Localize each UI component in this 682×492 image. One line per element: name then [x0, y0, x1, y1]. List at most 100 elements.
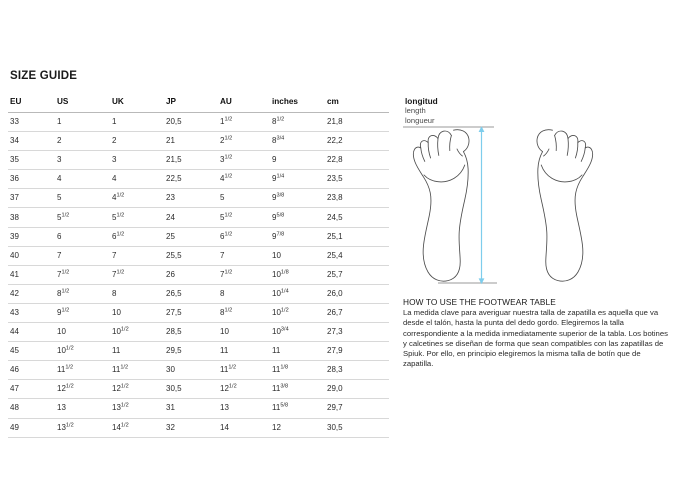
cell-cm: 27,3	[327, 322, 389, 343]
cell-us: 51/2	[57, 207, 112, 228]
cell-au: 121/2	[220, 379, 272, 400]
cell-inches: 101/4	[272, 284, 327, 304]
column-header-eu: EU	[8, 93, 57, 113]
cell-au: 31/2	[220, 150, 272, 171]
cell-inches: 12	[272, 418, 327, 438]
column-header-inches: inches	[272, 93, 327, 113]
cell-uk: 131/2	[112, 398, 166, 419]
fraction-superscript: 5/8	[280, 402, 289, 409]
cell-inches: 9	[272, 150, 327, 171]
cell-us: 10	[57, 322, 112, 343]
right-foot-outline	[536, 129, 594, 282]
table-row: 47 121/2 121/2 30,5 121/2 113/8 29,0	[8, 379, 389, 400]
table-row: 45 101/2 11 29,5 11 11 27,9	[8, 341, 389, 362]
cell-us: 131/2	[57, 418, 112, 438]
fraction-superscript: 1/2	[61, 211, 70, 218]
howto-body-text: La medida clave para averiguar nuestra t…	[403, 308, 668, 369]
cell-eu: 36	[8, 169, 57, 190]
cell-jp: 25,5	[166, 246, 220, 266]
table-row: 39 6 61/2 25 61/2 97/8 25,1	[8, 227, 389, 247]
fraction-superscript: 1/2	[120, 326, 129, 333]
fraction-superscript: 1/8	[280, 269, 289, 276]
fraction-superscript: 1/2	[116, 211, 125, 218]
fraction-superscript: 1/2	[280, 307, 289, 314]
cell-eu: 41	[8, 265, 57, 285]
page-title: SIZE GUIDE	[10, 70, 78, 82]
fraction-superscript: 1/2	[61, 307, 70, 314]
cell-us: 111/2	[57, 360, 112, 381]
table-row: 34 2 2 21 21/2 83/4 22,2	[8, 131, 389, 152]
cell-au: 13	[220, 398, 272, 419]
fraction-superscript: 1/2	[276, 116, 285, 123]
fraction-superscript: 1/2	[224, 154, 233, 161]
cell-us: 6	[57, 227, 112, 247]
table-row: 49 131/2 141/2 32 14 12 30,5	[8, 418, 389, 438]
cell-jp: 28,5	[166, 322, 220, 343]
cell-us: 1	[57, 112, 112, 133]
fraction-superscript: 3/4	[280, 326, 289, 333]
cell-eu: 47	[8, 379, 57, 400]
cell-au: 8	[220, 284, 272, 304]
table-row: 42 81/2 8 26,5 8 101/4 26,0	[8, 284, 389, 304]
cell-us: 91/2	[57, 303, 112, 324]
cell-inches: 97/8	[272, 227, 327, 247]
cell-cm: 26,7	[327, 303, 389, 324]
cell-jp: 26	[166, 265, 220, 285]
fraction-superscript: 1/4	[280, 288, 289, 295]
table-row: 38 51/2 51/2 24 51/2 95/8 24,5	[8, 207, 389, 228]
table-body: 33 1 1 20,5 11/2 81/2 21,8 34 2 2 21 21/2 83/4 22,2 35…	[8, 112, 389, 438]
cell-au: 41/2	[220, 169, 272, 190]
cell-uk: 11	[112, 341, 166, 362]
cell-jp: 21	[166, 131, 220, 152]
cell-au: 21/2	[220, 131, 272, 152]
cell-cm: 29,0	[327, 379, 389, 400]
fraction-superscript: 1/4	[276, 173, 285, 180]
table-row: 44 10 101/2 28,5 10 103/4 27,3	[8, 322, 389, 343]
cell-cm: 22,2	[327, 131, 389, 152]
cell-uk: 101/2	[112, 322, 166, 343]
cell-eu: 33	[8, 112, 57, 133]
cell-jp: 32	[166, 418, 220, 438]
cell-us: 101/2	[57, 341, 112, 362]
table-row: 41 71/2 71/2 26 71/2 101/8 25,7	[8, 265, 389, 285]
cell-uk: 8	[112, 284, 166, 304]
cell-jp: 27,5	[166, 303, 220, 324]
cell-us: 121/2	[57, 379, 112, 400]
cell-jp: 26,5	[166, 284, 220, 304]
fraction-superscript: 1/2	[224, 116, 233, 123]
cell-jp: 31	[166, 398, 220, 419]
cell-inches: 95/8	[272, 207, 327, 228]
cell-eu: 37	[8, 188, 57, 209]
cell-uk: 2	[112, 131, 166, 152]
cell-cm: 25,1	[327, 227, 389, 247]
cell-cm: 30,5	[327, 418, 389, 438]
fraction-superscript: 1/2	[120, 364, 129, 371]
fraction-superscript: 1/2	[65, 364, 74, 371]
cell-au: 11	[220, 341, 272, 362]
cell-inches: 101/2	[272, 303, 327, 324]
column-header-cm: cm	[327, 93, 389, 113]
table-header-row: EU US UK JP AU inches cm	[8, 93, 389, 113]
table-row: 43 91/2 10 27,5 81/2 101/2 26,7	[8, 303, 389, 324]
length-label-es: longitud	[405, 96, 438, 106]
fraction-superscript: 1/2	[120, 421, 129, 428]
fraction-superscript: 3/8	[276, 192, 285, 199]
column-header-us: US	[57, 93, 112, 113]
cell-eu: 45	[8, 341, 57, 362]
cell-jp: 22,5	[166, 169, 220, 190]
cell-uk: 61/2	[112, 227, 166, 247]
cell-au: 11/2	[220, 112, 272, 133]
cell-uk: 3	[112, 150, 166, 171]
cell-eu: 49	[8, 418, 57, 438]
length-measurement-arrow	[478, 126, 485, 285]
cell-cm: 26,0	[327, 284, 389, 304]
cell-inches: 83/4	[272, 131, 327, 152]
fraction-superscript: 1/2	[228, 364, 237, 371]
fraction-superscript: 1/2	[61, 288, 70, 295]
fraction-superscript: 3/8	[280, 383, 289, 390]
cell-eu: 38	[8, 207, 57, 228]
fraction-superscript: 1/2	[120, 402, 129, 409]
fraction-superscript: 1/2	[224, 269, 233, 276]
cell-au: 10	[220, 322, 272, 343]
